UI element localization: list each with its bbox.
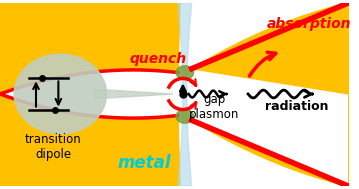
- Ellipse shape: [14, 54, 107, 134]
- Polygon shape: [192, 94, 349, 186]
- Polygon shape: [0, 94, 180, 186]
- Text: radiation: radiation: [265, 100, 328, 113]
- Ellipse shape: [176, 66, 194, 79]
- Text: absorption: absorption: [267, 17, 351, 31]
- Text: transition
dipole: transition dipole: [25, 132, 82, 160]
- Polygon shape: [0, 3, 180, 94]
- Text: quench: quench: [129, 52, 186, 66]
- Text: gap
plasmon: gap plasmon: [189, 93, 239, 121]
- Ellipse shape: [176, 110, 194, 123]
- Text: metal: metal: [117, 154, 171, 172]
- Polygon shape: [94, 89, 173, 99]
- Polygon shape: [192, 3, 349, 94]
- Polygon shape: [178, 3, 192, 186]
